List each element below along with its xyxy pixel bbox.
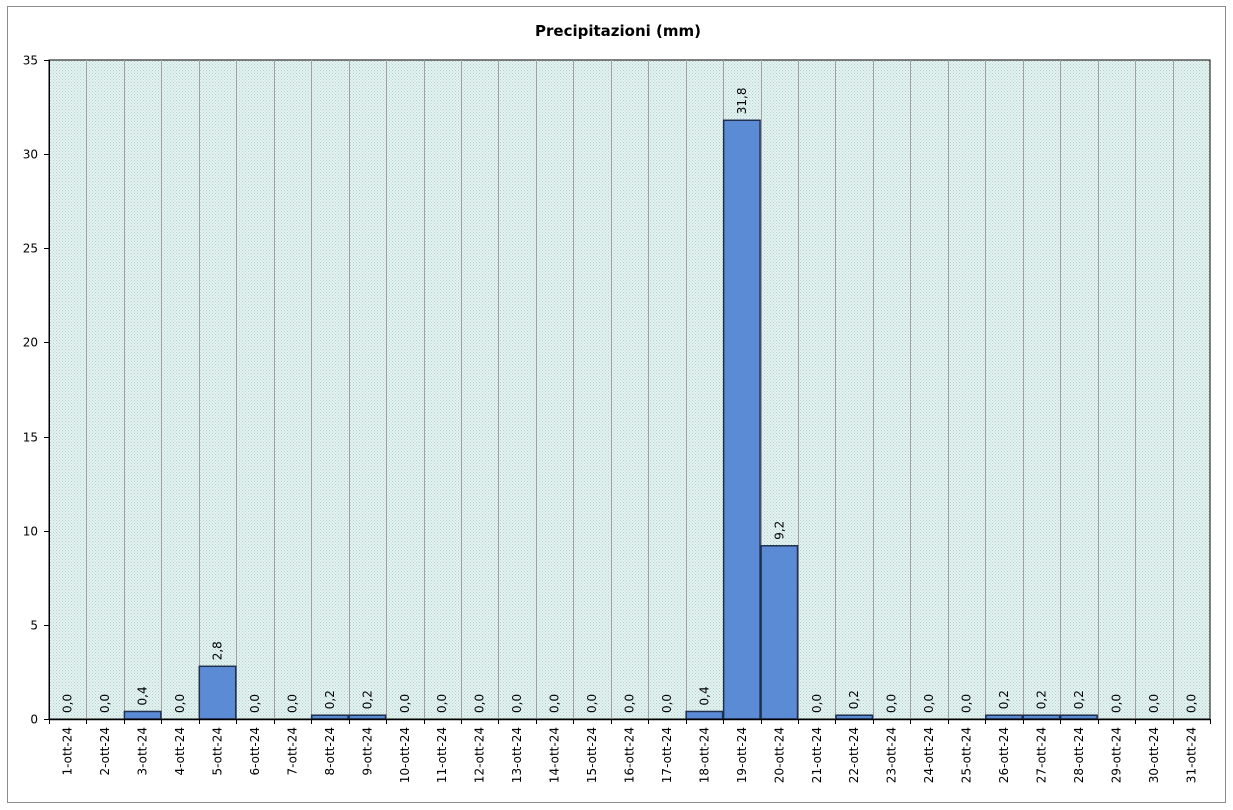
- data-label: 0,0: [173, 694, 187, 713]
- x-tick-label: 8-ott-24: [323, 727, 337, 776]
- data-label: 0,0: [623, 694, 637, 713]
- x-tick-label: 5-ott-24: [211, 727, 225, 776]
- data-labels: 0,0 0,0 0,4 0,0 2,8 0,0 0,0 0,2 0,2 0,0 0,0 0,0 0,0 0…: [61, 88, 1199, 713]
- plot-area: [48, 59, 1211, 720]
- data-label: 0,0: [585, 694, 599, 713]
- bar: [348, 714, 387, 720]
- plot-background: [48, 59, 1211, 720]
- y-axis: 0 5 10 15 20 25 30 35: [23, 54, 50, 727]
- x-tick-label: 16-ott-24: [623, 727, 637, 783]
- bar: [760, 545, 799, 720]
- data-label: 0,0: [1147, 694, 1161, 713]
- x-tick-label: 1-ott-24: [61, 727, 75, 776]
- data-label: 0,0: [285, 694, 299, 713]
- y-tick-label: 5: [30, 619, 38, 633]
- data-label: 0,2: [847, 690, 861, 709]
- data-label: 0,0: [61, 694, 75, 713]
- bar: [123, 710, 162, 720]
- bar: [722, 119, 761, 720]
- chart-svg: Precipitazioni (mm) 0,0 0,0 0,4 0,02,80,0 0,…: [23, 22, 1211, 783]
- x-tick-label: 27-ott-24: [1034, 727, 1048, 783]
- bar: [198, 665, 237, 720]
- data-label: 0,0: [435, 694, 449, 713]
- x-tick-label: 14-ott-24: [548, 727, 562, 783]
- data-label: 0,0: [98, 694, 112, 713]
- x-tick-label: 13-ott-24: [510, 727, 524, 783]
- x-tick-label: 15-ott-24: [585, 727, 599, 783]
- data-label: 0,0: [248, 694, 262, 713]
- data-label: 0,0: [510, 694, 524, 713]
- data-label: 0,4: [697, 686, 711, 705]
- x-tick-label: 4-ott-24: [173, 727, 187, 776]
- data-label: 0,4: [136, 686, 150, 705]
- data-label: 0,2: [997, 690, 1011, 709]
- y-tick-label: 35: [23, 54, 38, 68]
- x-tick-label: 29-ott-24: [1109, 727, 1123, 783]
- y-tick-label: 25: [23, 242, 38, 256]
- x-tick-label: 24-ott-24: [922, 727, 936, 783]
- data-label: 0,0: [473, 694, 487, 713]
- bar: [835, 714, 874, 720]
- x-tick-label: 21-ott-24: [810, 727, 824, 783]
- x-tick-label: 26-ott-24: [997, 727, 1011, 783]
- y-tick-label: 20: [23, 336, 38, 350]
- bars: [123, 119, 1098, 720]
- y-tick-label: 15: [23, 431, 38, 445]
- x-tick-label: 28-ott-24: [1072, 727, 1086, 783]
- x-tick-label: 10-ott-24: [398, 727, 412, 783]
- data-label: 0,0: [398, 694, 412, 713]
- data-label: 0,0: [810, 694, 824, 713]
- data-label: 0,0: [960, 694, 974, 713]
- bar: [310, 714, 349, 720]
- x-tick-label: 18-ott-24: [697, 727, 711, 783]
- data-label: 0,2: [360, 690, 374, 709]
- data-label: 0,0: [885, 694, 899, 713]
- x-tick-label: 23-ott-24: [885, 727, 899, 783]
- data-label: 9,2: [772, 521, 786, 540]
- data-label: 0,2: [1034, 690, 1048, 709]
- chart-frame: Precipitazioni (mm) 0,0 0,0 0,4 0,0 2,8 0,0 0,…: [7, 6, 1226, 803]
- x-tick-label: 12-ott-24: [473, 727, 487, 783]
- x-tick-label: 2-ott-24: [98, 727, 112, 776]
- y-tick-label: 0: [30, 713, 38, 727]
- chart-title: Precipitazioni (mm): [535, 22, 701, 40]
- x-tick-label: 11-ott-24: [435, 727, 449, 783]
- bar: [985, 714, 1023, 720]
- y-tick-label: 10: [23, 525, 38, 539]
- x-tick-label: 31-ott-24: [1184, 727, 1198, 783]
- x-tick-label: 22-ott-24: [847, 727, 861, 783]
- data-label: 0,0: [660, 694, 674, 713]
- x-tick-label: 7-ott-24: [285, 727, 299, 776]
- x-tick-label: 25-ott-24: [960, 727, 974, 783]
- data-label: 31,8: [735, 88, 749, 115]
- x-axis: 1-ott-24 2-ott-24 3-ott-24 4-ott-24 5-ott-24…: [49, 718, 1211, 783]
- bar: [685, 710, 724, 720]
- data-label: 2,8: [211, 641, 225, 660]
- bar: [1059, 714, 1098, 720]
- data-label: 0,2: [323, 690, 337, 709]
- data-label: 0,0: [922, 694, 936, 713]
- x-tick-label: 9-ott-24: [360, 727, 374, 776]
- y-tick-label: 30: [23, 148, 38, 162]
- data-label: 0,0: [548, 694, 562, 713]
- x-tick-label: 30-ott-24: [1147, 727, 1161, 783]
- x-tick-label: 20-ott-24: [772, 727, 786, 783]
- bar: [1022, 714, 1061, 720]
- data-label: 0,2: [1072, 690, 1086, 709]
- x-tick-label: 17-ott-24: [660, 727, 674, 783]
- data-label: 0,0: [1184, 694, 1198, 713]
- data-label: 0,0: [1109, 694, 1123, 713]
- x-tick-label: 6-ott-24: [248, 727, 262, 776]
- x-tick-label: 19-ott-24: [735, 727, 749, 783]
- x-tick-label: 3-ott-24: [136, 727, 150, 776]
